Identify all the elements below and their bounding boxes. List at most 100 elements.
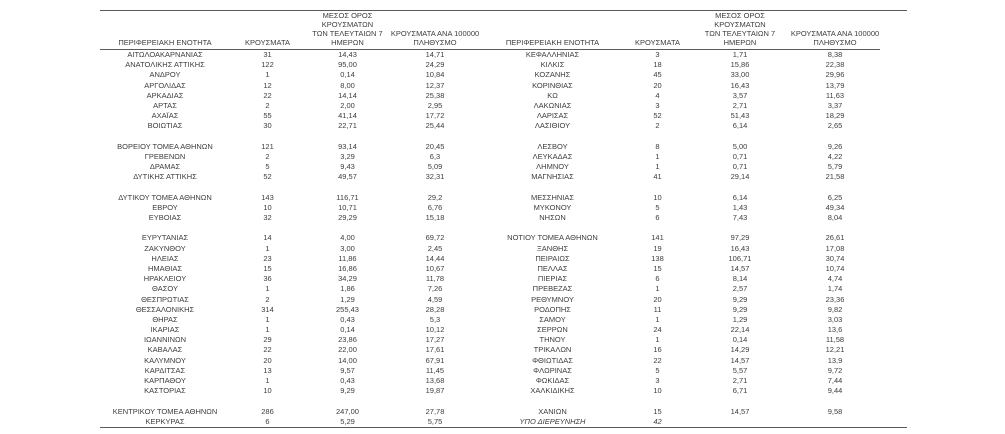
per100k-cell: 5,79 xyxy=(827,162,843,172)
region-cell: ΚΕΡΚΥΡΑΣ xyxy=(145,416,185,426)
avg7-cases-cell: 97,29 xyxy=(730,233,750,243)
region-cell: ΜΕΣΣΗΝΙΑΣ xyxy=(530,192,575,202)
region-cell: ΛΕΥΚΑΔΑΣ xyxy=(532,151,573,161)
cases-cell: 30 xyxy=(263,121,272,131)
cases-cell: 16 xyxy=(653,345,662,355)
table-row xyxy=(100,223,880,233)
per100k-cell: 11,58 xyxy=(825,335,845,345)
avg7-cases-cell: 106,71 xyxy=(728,253,752,263)
avg7-cases-cell: 14,57 xyxy=(730,355,750,365)
cases-cell: 3 xyxy=(655,100,660,110)
cases-cell: 286 xyxy=(261,406,274,416)
table-row: ΒΟΙΩΤΙΑΣ 30 22,71 25,44 ΛΑΣΙΘΙΟΥ 2 6,14 2,65 xyxy=(100,121,880,131)
cases-cell: 1 xyxy=(265,243,270,253)
table-row xyxy=(100,396,880,406)
cases-cell: 55 xyxy=(263,111,272,121)
cases-cell: 45 xyxy=(653,70,662,80)
per100k-cell: 9,44 xyxy=(827,386,843,396)
header-per100k-right: ΚΡΟΥΣΜΑΤΑ ΑΝΑ 100000 ΠΛΗΘΥΣΜΟ xyxy=(790,29,880,47)
header-cases-left: ΚΡΟΥΣΜΑΤΑ xyxy=(245,38,290,47)
table-row: ΙΚΑΡΙΑΣ 1 0,14 10,12 ΣΕΡΡΩΝ 24 22,14 13,6 xyxy=(100,325,880,335)
region-cell: ΤΗΝΟΥ xyxy=(539,335,566,345)
table-row: ΙΩΑΝΝΙΝΩΝ 29 23,86 17,27 ΤΗΝΟΥ 1 0,14 11,58 xyxy=(100,335,880,345)
cases-cell: 143 xyxy=(261,192,274,202)
table-row: ΘΑΣΟΥ 1 1,86 7,26 ΠΡΕΒΕΖΑΣ 1 2,57 1,74 xyxy=(100,284,880,294)
per100k-cell: 11,63 xyxy=(825,90,845,100)
cases-cell: 138 xyxy=(651,253,664,263)
avg7-cases-cell: 22,00 xyxy=(338,345,357,355)
avg7-cases-cell: 0,43 xyxy=(340,376,355,385)
avg7-cases-cell: 2,00 xyxy=(340,100,355,110)
avg7-cases-cell: 8,00 xyxy=(340,80,355,90)
avg7-cases-cell: 14,57 xyxy=(730,263,750,273)
region-cell: ΛΑΡΙΣΑΣ xyxy=(536,111,569,121)
per100k-cell: 30,74 xyxy=(825,253,845,263)
per100k-cell: 5,75 xyxy=(427,416,443,426)
per100k-cell: 21,58 xyxy=(825,172,845,182)
table-row: ΚΑΡΔΙΤΣΑΣ 13 9,57 11,45 ΦΛΩΡΙΝΑΣ 5 5,57 9,72 xyxy=(100,366,880,376)
cases-cell: 32 xyxy=(263,213,272,222)
region-cell: ΘΗΡΑΣ xyxy=(152,314,178,324)
avg7-cases-cell: 3,29 xyxy=(340,151,355,161)
cases-cell: 2 xyxy=(655,121,660,131)
cases-cell: 19 xyxy=(653,243,662,253)
avg7-cases-cell: 5,29 xyxy=(340,416,355,426)
region-cell: ΜΥΚΟΝΟΥ xyxy=(533,202,572,212)
cases-cell: 2 xyxy=(265,100,270,110)
region-cell: ΚΩ xyxy=(547,90,558,100)
region-cell: ΚΑΡΠΑΘΟΥ xyxy=(144,376,186,385)
avg7-cases-cell: 9,29 xyxy=(340,386,355,396)
table-row: ΒΟΡΕΙΟΥ ΤΟΜΕΑ ΑΘΗΝΩΝ 121 93,14 20,45 ΛΕΣΒΟΥ 8… xyxy=(100,142,880,152)
avg7-cases-cell: 29,14 xyxy=(730,172,750,182)
region-cell: ΑΡΚΑΔΙΑΣ xyxy=(146,90,184,100)
cases-cell: 52 xyxy=(653,111,662,121)
avg7-cases-cell: 1,29 xyxy=(340,294,355,304)
header-cases-right: ΚΡΟΥΣΜΑΤΑ xyxy=(635,38,680,47)
table-row: ΚΑΛΥΜΝΟΥ 20 14,00 67,91 ΦΘΙΩΤΙΔΑΣ 22 14,57 13,9 xyxy=(100,356,880,366)
avg7-cases-cell: 6,14 xyxy=(732,121,748,131)
region-cell: ΘΑΣΟΥ xyxy=(152,284,178,294)
region-cell: ΚΑΡΔΙΤΣΑΣ xyxy=(144,365,186,375)
per100k-cell: 22,38 xyxy=(825,60,845,70)
cases-cell: 2 xyxy=(265,294,270,304)
per100k-cell: 24,29 xyxy=(425,60,445,70)
region-cell: ΚΕΝΤΡΙΚΟΥ ΤΟΜΕΑ ΑΘΗΝΩΝ xyxy=(112,406,218,416)
avg7-cases-cell: 4,00 xyxy=(340,233,355,243)
per100k-cell: 23,36 xyxy=(825,294,845,304)
region-cell: ΕΥΒΟΙΑΣ xyxy=(148,213,182,222)
table-row: ΘΗΡΑΣ 1 0,43 5,3 ΣΑΜΟΥ 1 1,29 3,03 xyxy=(100,315,880,325)
cases-cell: 52 xyxy=(263,172,272,182)
avg7-cases-cell: 9,57 xyxy=(340,365,355,375)
cases-cell: 141 xyxy=(651,233,664,243)
region-cell: ΗΛΕΙΑΣ xyxy=(151,253,179,263)
cases-cell: 22 xyxy=(653,355,662,365)
avg7-cases-cell: 9,43 xyxy=(340,162,355,172)
avg7-cases-cell: 9,29 xyxy=(732,294,748,304)
avg7-cases-cell: 247,00 xyxy=(336,406,359,416)
table-row: ΘΕΣΣΑΛΟΝΙΚΗΣ 314 255,43 28,28 ΡΟΔΟΠΗΣ 11 9,29 9… xyxy=(100,305,880,315)
per100k-cell: 26,61 xyxy=(825,233,845,243)
per100k-cell: 6,76 xyxy=(427,202,443,212)
header-region-left: ΠΕΡΙΦΕΡΕΙΑΚΗ ΕΝΟΤΗΤΑ xyxy=(118,38,212,47)
table-row: ΓΡΕΒΕΝΩΝ 2 3,29 6,3 ΛΕΥΚΑΔΑΣ 1 0,71 4,22 xyxy=(100,152,880,162)
region-cell: ΘΕΣΣΑΛΟΝΙΚΗΣ xyxy=(135,304,195,314)
table-row: ΖΑΚΥΝΘΟΥ 1 3,00 2,45 ΞΑΝΘΗΣ 19 16,43 17,08 xyxy=(100,244,880,254)
avg7-cases-cell: 34,29 xyxy=(338,274,357,284)
table-row: ΗΛΕΙΑΣ 23 11,86 14,44 ΠΕΙΡΑΙΩΣ 138 106,71 30,74 xyxy=(100,254,880,264)
region-cell: ΑΝΔΡΟΥ xyxy=(149,70,181,80)
table-row: ΑΙΤΩΛΟΑΚΑΡΝΑΝΙΑΣ 31 14,43 14,71 ΚΕΦΑΛΛΗΝΙΑΣ 3… xyxy=(100,50,880,60)
avg7-cases-cell: 5,00 xyxy=(732,141,748,151)
region-cell: ΡΕΘΥΜΝΟΥ xyxy=(531,294,574,304)
per100k-cell: 2,95 xyxy=(427,100,443,110)
region-cell: ΑΧΑΪΑΣ xyxy=(151,111,179,121)
cases-cell: 1 xyxy=(265,325,270,335)
per100k-cell: 20,45 xyxy=(425,141,445,151)
per100k-cell: 17,61 xyxy=(425,345,445,355)
cases-cell: 15 xyxy=(653,406,662,416)
avg7-cases-cell: 3,57 xyxy=(732,90,748,100)
per100k-cell: 25,44 xyxy=(425,121,445,131)
per100k-cell: 13,68 xyxy=(425,376,445,385)
cases-cell: 8 xyxy=(655,141,660,151)
per100k-cell: 5,09 xyxy=(427,162,443,172)
